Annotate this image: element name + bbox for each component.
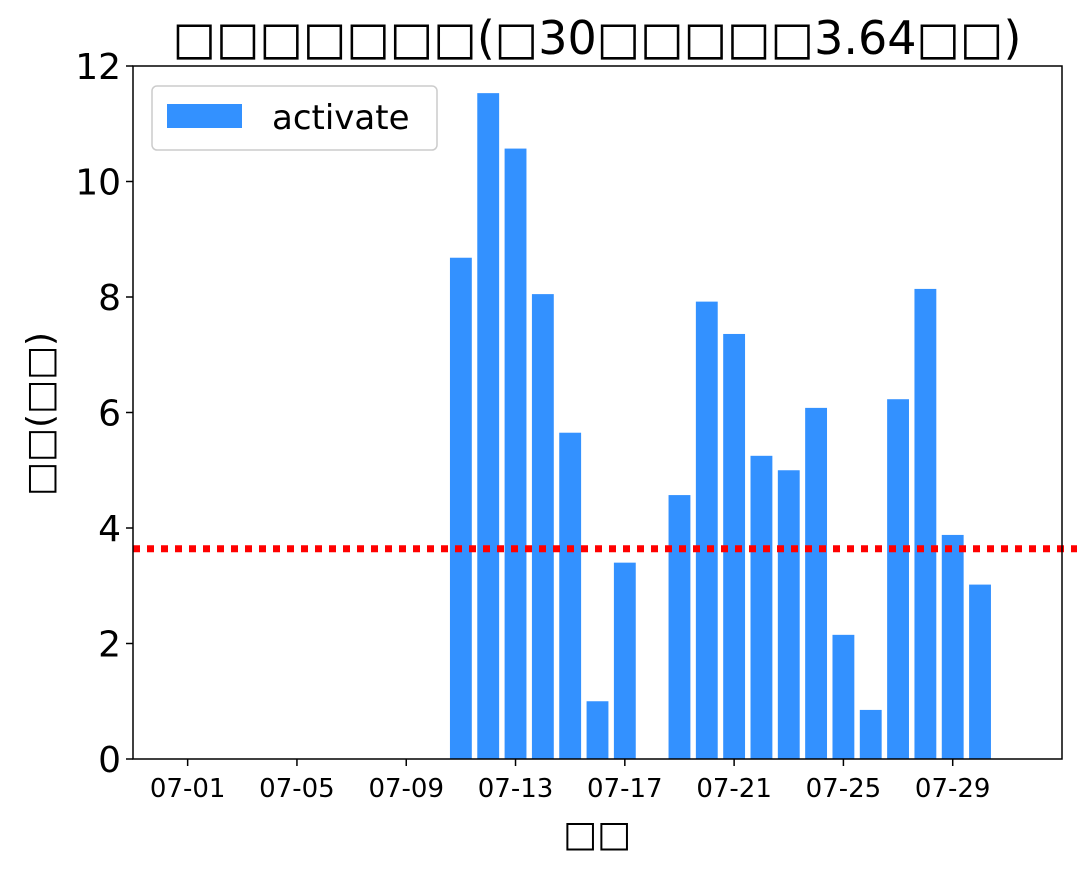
x-axis-label: □□ (563, 814, 631, 855)
bar-07-25 (832, 634, 855, 759)
x-tick-label: 07-13 (478, 774, 554, 804)
x-tick-label: 07-29 (915, 774, 991, 804)
y-tick-label: 6 (98, 394, 121, 435)
chart-title: □□□□□□□(□30□□□□□3.64□□) (173, 11, 1022, 65)
bar-07-16 (586, 701, 609, 759)
bars-group (449, 93, 991, 759)
bar-07-20 (695, 301, 718, 759)
y-tick-label: 2 (98, 625, 121, 666)
bar-07-11 (449, 257, 472, 759)
x-tick-label: 07-25 (806, 774, 882, 804)
bar-07-22 (750, 455, 773, 759)
bar-07-28 (914, 288, 937, 759)
legend-label: activate (272, 98, 410, 138)
y-tick-label: 10 (75, 163, 121, 204)
bar-07-19 (668, 495, 691, 759)
bar-07-23 (777, 470, 800, 759)
x-tick-label: 07-17 (587, 774, 663, 804)
bar-07-17 (613, 562, 636, 759)
bar-07-14 (531, 294, 554, 759)
bar-07-24 (805, 407, 828, 759)
x-tick-label: 07-21 (696, 774, 772, 804)
bar-07-26 (859, 709, 882, 759)
y-axis-ticks: 0 2 4 6 8 10 12 (75, 47, 133, 781)
x-tick-label: 07-09 (368, 774, 444, 804)
bar-07-30 (969, 584, 991, 759)
y-axis-label: □□(□□) (20, 332, 61, 496)
y-tick-label: 4 (98, 509, 121, 550)
x-axis-ticks: 07-01 07-05 07-09 07-13 07-17 07-21 07-25 07-29 (150, 759, 991, 804)
bar-07-29 (941, 534, 964, 759)
legend: activate (151, 85, 438, 151)
bar-07-15 (559, 432, 582, 759)
bar-07-27 (887, 399, 909, 759)
legend-swatch (167, 104, 242, 128)
bar-07-12 (477, 93, 500, 759)
x-tick-label: 07-05 (259, 774, 335, 804)
y-tick-label: 8 (98, 278, 121, 319)
plot-frame (132, 65, 1063, 760)
y-tick-label: 12 (75, 47, 121, 88)
y-tick-label: 0 (98, 740, 121, 781)
legend-box (151, 85, 438, 151)
bar-07-13 (504, 148, 527, 759)
bar-07-21 (723, 333, 746, 759)
x-tick-label: 07-01 (150, 774, 226, 804)
